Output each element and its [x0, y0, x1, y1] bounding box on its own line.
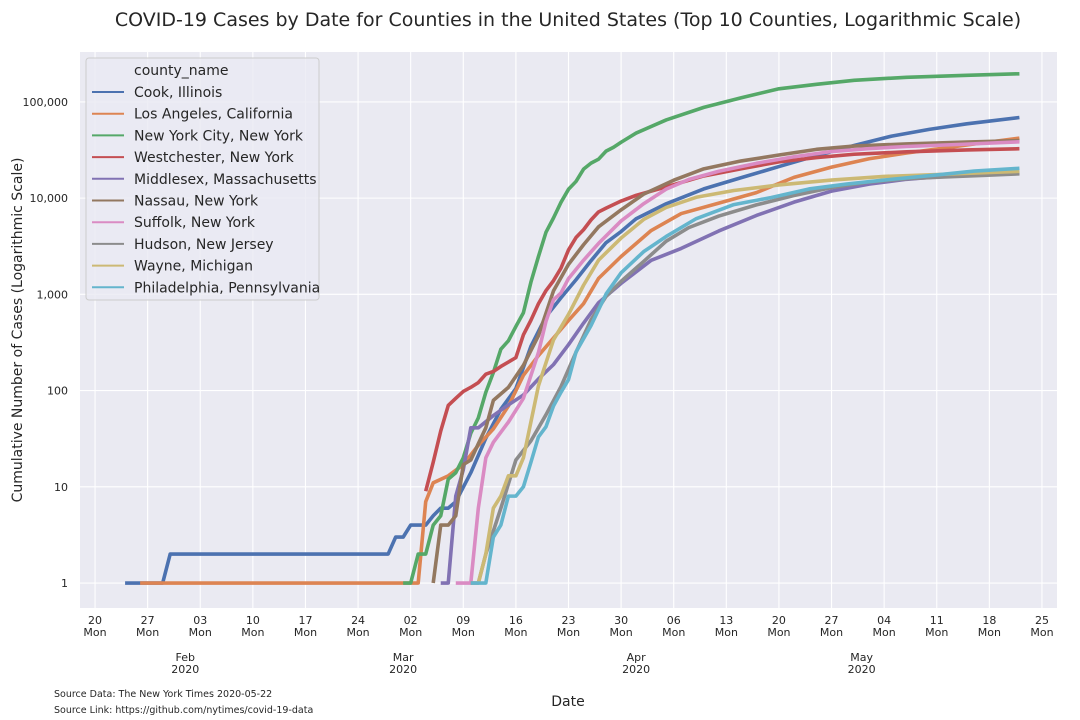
series-line [140, 136, 1020, 585]
x-axis-label: Date [551, 694, 584, 710]
x-tick-day-label: 18 [982, 614, 996, 627]
x-tick-day-label: 02 [404, 614, 418, 627]
series-line [431, 138, 1020, 584]
y-axis-ticks: 1 10 100 1,000 10,000 100,000 [23, 96, 69, 590]
x-tick-day-label: 23 [562, 614, 576, 627]
y-tick-label: 1,000 [37, 288, 69, 301]
legend-entry-label: Cook, Illinois [134, 85, 222, 101]
y-tick-label: 1 [61, 577, 68, 590]
series-line [423, 146, 1020, 492]
x-tick-day-label: 24 [351, 614, 365, 627]
y-tick-label: 10 [54, 481, 68, 494]
legend-entry-label: New York City, New York [134, 128, 304, 144]
series-line [470, 166, 1020, 585]
y-tick-label: 100,000 [23, 96, 69, 109]
x-tick-month-label: Mar [393, 651, 414, 664]
y-axis-label: Cumulative Number of Cases (Logarithmic … [10, 158, 26, 503]
legend-title: county_name [134, 63, 229, 79]
x-tick-weekday-label: Mon [978, 626, 1001, 639]
legend-entry-label: Wayne, Michigan [134, 259, 253, 275]
x-tick-day-label: 30 [614, 614, 628, 627]
x-tick-day-label: 17 [298, 614, 312, 627]
x-tick-weekday-label: Mon [399, 626, 422, 639]
series-line [440, 171, 1020, 585]
x-tick-day-label: 25 [1035, 614, 1049, 627]
x-tick-month-label: May [850, 651, 873, 664]
x-tick-weekday-label: Mon [557, 626, 580, 639]
x-tick-year-label: 2020 [848, 663, 876, 676]
source-data-note: Source Data: The New York Times 2020-05-… [54, 689, 272, 700]
x-tick-year-label: 2020 [389, 663, 417, 676]
x-tick-day-label: 13 [719, 614, 733, 627]
x-tick-year-label: 2020 [171, 663, 199, 676]
x-tick-month-label: Feb [175, 651, 194, 664]
x-tick-weekday-label: Mon [1030, 626, 1053, 639]
x-tick-day-label: 20 [772, 614, 786, 627]
x-tick-day-label: 16 [509, 614, 523, 627]
series-line [470, 169, 1020, 585]
series-line [403, 71, 1020, 585]
x-tick-weekday-label: Mon [925, 626, 948, 639]
x-tick-day-label: 27 [825, 614, 839, 627]
x-tick-day-label: 27 [141, 614, 155, 627]
legend-box [85, 57, 320, 301]
y-tick-label: 100 [47, 385, 68, 398]
x-tick-weekday-label: Mon [83, 626, 106, 639]
series-lines [125, 71, 1020, 585]
x-tick-year-label: 2020 [622, 663, 650, 676]
x-tick-day-label: 11 [930, 614, 944, 627]
series-line [455, 139, 1020, 585]
legend-entry-label: Los Angeles, California [134, 107, 293, 123]
legend-items: Cook, Illinois Los Angeles, California New… [92, 85, 320, 296]
x-tick-weekday-label: Mon [610, 626, 633, 639]
x-tick-weekday-label: Mon [294, 626, 317, 639]
y-tick-label: 10,000 [30, 192, 69, 205]
x-tick-day-label: 04 [877, 614, 891, 627]
x-tick-day-label: 20 [88, 614, 102, 627]
x-tick-weekday-label: Mon [346, 626, 369, 639]
x-tick-weekday-label: Mon [189, 626, 212, 639]
legend: county_name Cook, Illinois Los Angeles, C… [85, 57, 320, 301]
x-tick-weekday-label: Mon [452, 626, 475, 639]
x-tick-weekday-label: Mon [873, 626, 896, 639]
source-link-note: Source Link: https://github.com/nytimes/… [54, 705, 313, 716]
chart-title: COVID-19 Cases by Date for Counties in t… [115, 9, 1021, 31]
x-tick-day-label: 10 [246, 614, 260, 627]
legend-entry-label: Westchester, New York [134, 150, 295, 166]
x-tick-weekday-label: Mon [241, 626, 264, 639]
legend-entry-label: Philadelphia, Pennsylvania [134, 280, 320, 296]
x-tick-weekday-label: Mon [820, 626, 843, 639]
x-axis-ticks: 20Mon27Mon03Mon10Mon17Mon24Mon02Mon09Mon… [83, 614, 1053, 676]
legend-entry-label: Suffolk, New York [134, 215, 256, 231]
x-tick-weekday-label: Mon [662, 626, 685, 639]
x-tick-weekday-label: Mon [136, 626, 159, 639]
legend-entry-label: Hudson, New Jersey [134, 237, 274, 253]
legend-entry-label: Nassau, New York [134, 194, 259, 210]
x-tick-day-label: 09 [456, 614, 470, 627]
x-tick-weekday-label: Mon [767, 626, 790, 639]
x-tick-month-label: Apr [627, 651, 647, 664]
x-tick-weekday-label: Mon [715, 626, 738, 639]
x-tick-day-label: 06 [667, 614, 681, 627]
x-tick-weekday-label: Mon [504, 626, 527, 639]
x-tick-day-label: 03 [193, 614, 207, 627]
legend-entry-label: Middlesex, Massachusetts [134, 172, 317, 188]
